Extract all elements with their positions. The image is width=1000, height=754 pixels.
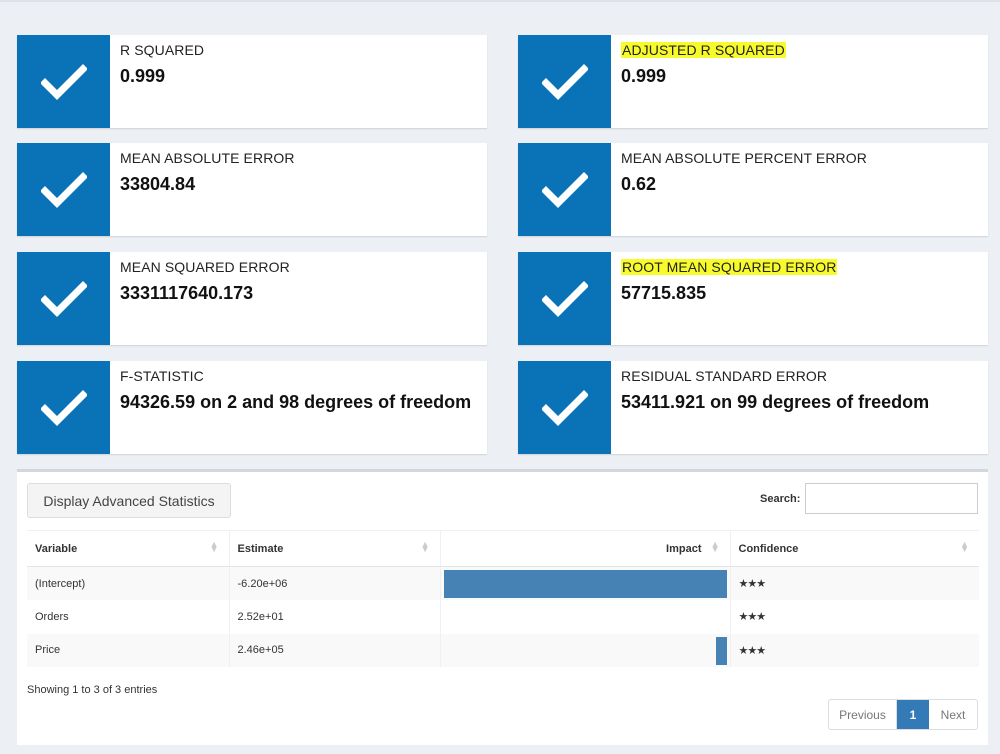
column-header-impact[interactable]: Impact ▲ ▼ (440, 530, 731, 567)
metric-title: R SQUARED (120, 42, 205, 58)
column-header-confidence[interactable]: Confidence ▲ ▼ (730, 530, 979, 567)
confidence-stars: ★★★ (730, 566, 979, 600)
sort-icon: ▲ ▼ (960, 539, 969, 554)
coefficients-panel: Display Advanced Statistics Search: Vari… (17, 469, 988, 745)
pagination: Previous 1 Next (828, 699, 978, 730)
column-header-label: Confidence (738, 542, 799, 555)
metric-card-mean-absolute-error: MEAN ABSOLUTE ERROR 33804.84 (17, 143, 487, 236)
metric-card-root-mean-squared-error: ROOT MEAN SQUARED ERROR 57715.835 (518, 252, 988, 345)
impact-cell (440, 566, 731, 600)
metric-title: RESIDUAL STANDARD ERROR (621, 368, 828, 384)
variable-cell: Orders (27, 600, 230, 634)
sort-icon: ▲ ▼ (710, 539, 720, 554)
variable-cell: (Intercept) (27, 566, 230, 600)
checkmark-icon (17, 143, 110, 236)
table-row: Orders 2.52e+01 ★★★ (27, 600, 979, 634)
table-header-row: Variable ▲ ▼ Estimate ▲ ▼ Impact ▲ ▼ Confid… (27, 530, 979, 567)
metric-title: MEAN ABSOLUTE ERROR (120, 150, 295, 166)
sort-icon: ▲ ▼ (420, 539, 430, 554)
metric-value: 53411.921 on 99 degrees of freedom (621, 392, 930, 412)
checkmark-icon (518, 361, 611, 454)
metric-value: 0.999 (120, 66, 166, 86)
metric-title-highlighted: ADJUSTED R SQUARED (621, 42, 786, 58)
metric-title: MEAN SQUARED ERROR (120, 259, 290, 275)
estimate-cell: 2.46e+05 (229, 633, 441, 667)
checkmark-icon (518, 143, 611, 236)
metric-title-highlighted: ROOT MEAN SQUARED ERROR (621, 259, 838, 275)
metric-value: 57715.835 (621, 283, 707, 303)
confidence-stars: ★★★ (730, 633, 979, 667)
metric-card-f-statistic: F-STATISTIC 94326.59 on 2 and 98 degrees… (17, 361, 487, 454)
variable-cell: Price (27, 633, 230, 667)
confidence-stars: ★★★ (738, 611, 767, 624)
next-page-button[interactable]: Next (940, 707, 966, 722)
metric-card-mean-absolute-percent-error: MEAN ABSOLUTE PERCENT ERROR 0.62 (518, 143, 988, 236)
checkmark-icon (518, 35, 611, 128)
metric-title: MEAN ABSOLUTE PERCENT ERROR (621, 150, 867, 166)
previous-page-button[interactable]: Previous (829, 700, 897, 729)
column-header-estimate[interactable]: Estimate ▲ ▼ (229, 530, 441, 567)
impact-bar (443, 570, 727, 598)
page-top-divider (0, 0, 1000, 2)
column-header-variable[interactable]: Variable ▲ ▼ (27, 530, 230, 567)
column-header-label: Impact (666, 542, 702, 555)
display-advanced-statistics-button[interactable]: Display Advanced Statistics (27, 483, 231, 518)
impact-bar (715, 636, 727, 665)
column-header-label: Estimate (237, 542, 284, 555)
estimate-cell: 2.52e+01 (229, 600, 441, 634)
metric-value: 94326.59 on 2 and 98 degrees of freedom (120, 392, 472, 412)
page-1-button[interactable]: 1 (897, 700, 929, 729)
metric-card-r-squared: R SQUARED 0.999 (17, 35, 487, 128)
metric-value: 0.999 (621, 66, 667, 86)
metric-value: 33804.84 (120, 174, 196, 194)
metric-card-residual-standard-error: RESIDUAL STANDARD ERROR 53411.921 on 99 … (518, 361, 988, 454)
impact-cell (440, 633, 731, 667)
metric-card-adjusted-r-squared: ADJUSTED R SQUARED 0.999 (518, 35, 988, 128)
metric-value: 3331117640.173 (120, 283, 254, 303)
table-row: (Intercept) -6.20e+06 ★★★ (27, 566, 979, 600)
sort-icon: ▲ ▼ (209, 539, 219, 554)
checkmark-icon (17, 35, 110, 128)
coefficients-table: Variable ▲ ▼ Estimate ▲ ▼ Impact ▲ ▼ Confid… (27, 530, 979, 667)
metric-title: F-STATISTIC (120, 368, 204, 384)
checkmark-icon (518, 252, 611, 345)
impact-cell (440, 600, 731, 634)
table-info-text: Showing 1 to 3 of 3 entries (27, 684, 158, 696)
metric-value: 0.62 (621, 174, 657, 194)
checkmark-icon (17, 361, 110, 454)
table-row: Price 2.46e+05 ★★★ (27, 633, 979, 667)
checkmark-icon (17, 252, 110, 345)
metric-card-mean-squared-error: MEAN SQUARED ERROR 3331117640.173 (17, 252, 487, 345)
estimate-cell: -6.20e+06 (229, 566, 441, 600)
search-input[interactable] (805, 483, 978, 514)
column-header-label: Variable (35, 542, 78, 555)
search-label: Search: (760, 493, 801, 505)
